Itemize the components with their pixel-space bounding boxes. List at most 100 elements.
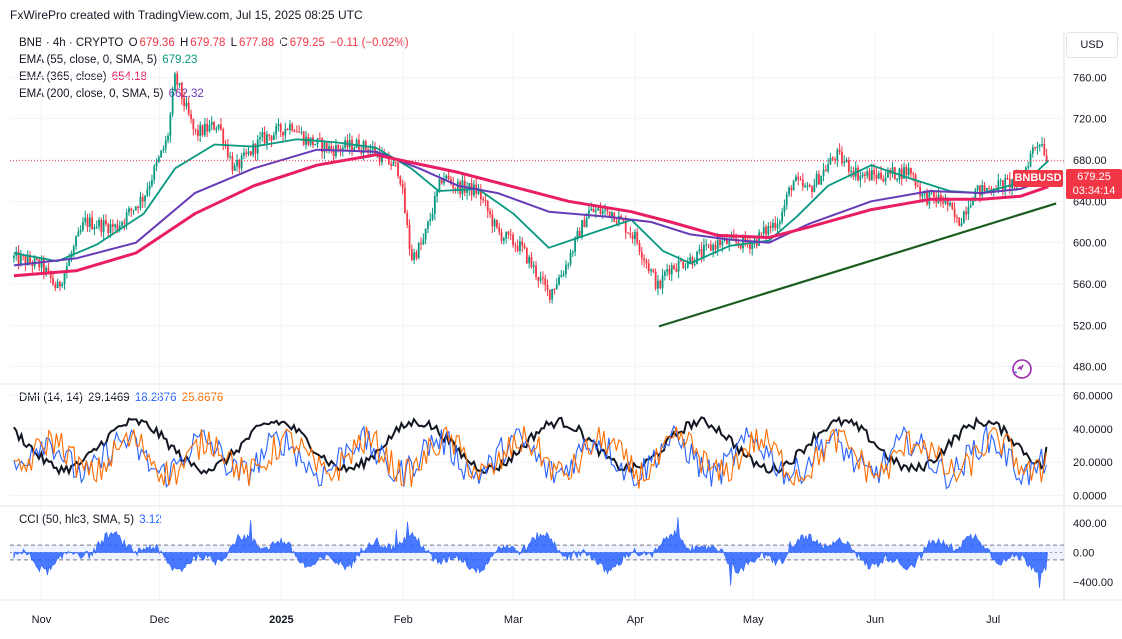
candle-body [647, 263, 650, 272]
candle-body [284, 128, 287, 136]
candle-body [749, 242, 751, 250]
watermark: FxWirePro created with TradingView.com, … [10, 8, 363, 22]
candle-body [636, 232, 639, 244]
candle-body [726, 238, 728, 245]
candle-body [608, 211, 611, 218]
candle-body [942, 201, 945, 204]
dmi-minus-line [13, 425, 1047, 489]
cci-tick-label: 0.00 [1073, 548, 1094, 560]
candle-body [254, 143, 257, 154]
candle-body [1034, 147, 1037, 149]
candle-body [594, 210, 597, 213]
candle-body [643, 258, 646, 261]
candle-body [341, 147, 344, 151]
candle-body [811, 186, 813, 193]
candle-body [364, 141, 367, 150]
candle-body [985, 187, 988, 191]
candle-body [875, 174, 878, 179]
candle-body [799, 179, 802, 181]
candle-body [675, 268, 678, 272]
candle-body [466, 188, 468, 193]
cci-legend[interactable]: CCI (50, hlc3, SMA, 5) 3.12 [19, 513, 164, 528]
candle-body [870, 170, 873, 181]
candle-body [822, 169, 825, 176]
candlestick-series [13, 70, 1048, 304]
candle-body [677, 260, 680, 272]
candle-body [1006, 177, 1009, 179]
candle-body [139, 196, 142, 208]
candle-body [960, 223, 963, 226]
ema200-label: EMA (200, close, 0, SMA, 5) [19, 88, 164, 100]
candle-body [468, 182, 471, 189]
candle-body [36, 258, 38, 260]
candle-body [114, 224, 117, 227]
candle-body [744, 235, 747, 243]
candle-body [233, 165, 236, 171]
candle-body [707, 244, 710, 246]
candle-body [728, 238, 731, 245]
candle-body [392, 161, 395, 167]
candle-body [245, 152, 248, 155]
candle-body [983, 185, 986, 191]
cci-value: 3.12 [139, 514, 162, 526]
currency-button[interactable]: USD [1066, 32, 1118, 58]
price-tick-label: 760.00 [1073, 72, 1107, 84]
candle-body [976, 185, 979, 191]
candle-body [760, 232, 763, 234]
candle-body [226, 144, 229, 158]
candle-body [286, 128, 289, 130]
candle-body [376, 152, 379, 155]
candle-body [680, 260, 682, 262]
candle-body [454, 188, 457, 190]
candle-body [514, 245, 517, 247]
candle-body [820, 175, 823, 185]
candle-body [61, 284, 64, 287]
candle-body [804, 185, 807, 187]
candle-body [100, 219, 103, 232]
candle-body [318, 138, 321, 140]
time-tick-label: Feb [394, 614, 413, 626]
candle-body [203, 123, 206, 136]
candle-body [709, 244, 712, 251]
candle-body [151, 179, 153, 186]
price-tick-label: 720.00 [1073, 114, 1107, 126]
time-tick-label: Dec [150, 614, 170, 626]
candle-body [63, 272, 66, 285]
candle-body [91, 217, 94, 230]
candle-body [778, 222, 781, 225]
candle-body [125, 212, 128, 224]
candle-body [645, 260, 648, 264]
candle-body [652, 269, 655, 272]
candle-body [217, 124, 220, 129]
candle-body [712, 244, 715, 251]
ema55-legend[interactable]: EMA (55, close, 0, SMA, 5) 679.23 [19, 53, 199, 68]
candle-body [459, 181, 462, 195]
candle-body [583, 220, 586, 228]
candle-body [933, 191, 935, 198]
candle-body [185, 102, 188, 107]
candle-body [427, 221, 429, 229]
candle-body [266, 134, 268, 144]
candle-body [111, 224, 114, 227]
candle-body [562, 273, 565, 276]
candle-body [406, 213, 409, 225]
candle-body [98, 219, 100, 227]
candle-body [68, 258, 71, 266]
candle-body [252, 143, 255, 156]
candle-body [447, 175, 450, 179]
candle-body [818, 173, 820, 185]
candle-body [535, 265, 537, 277]
candle-body [868, 171, 871, 181]
candle-body [353, 147, 356, 151]
bar-countdown: 03:34:14 [1072, 185, 1116, 197]
sparkle-icon[interactable] [1010, 358, 1034, 380]
candle-body [123, 222, 126, 224]
candle-body [19, 255, 22, 265]
candle-body [972, 201, 974, 206]
symbol-legend[interactable]: BNB · 4h · CRYPTO O 679.36 H 679.78 L 677.8… [19, 36, 411, 51]
candle-body [164, 140, 167, 149]
candle-body [624, 221, 627, 233]
candle-body [659, 280, 662, 289]
cci-tick-label: −400.00 [1073, 577, 1113, 589]
